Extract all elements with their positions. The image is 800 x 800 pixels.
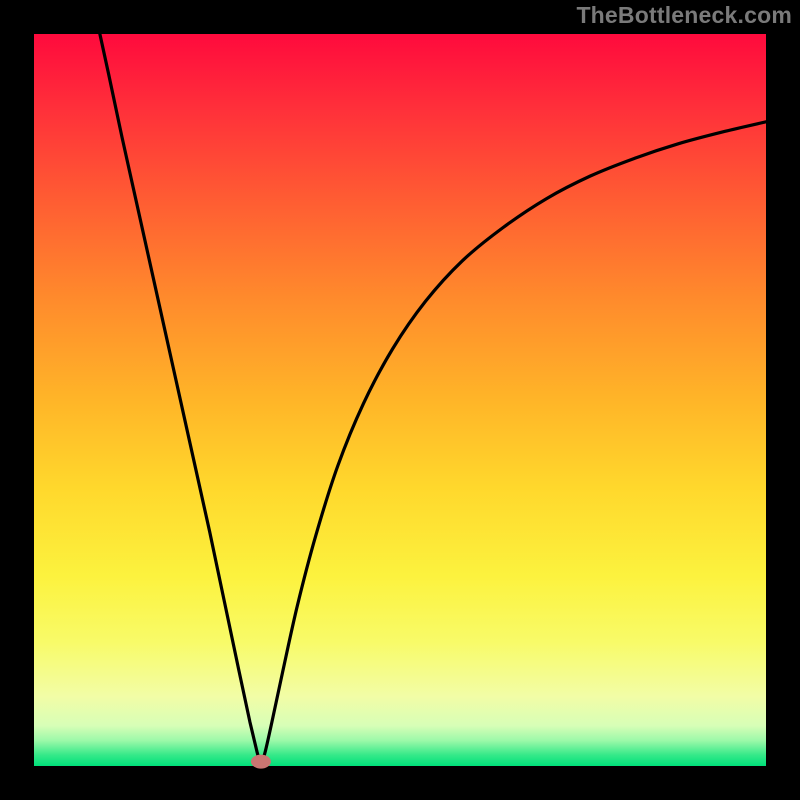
watermark-text: TheBottleneck.com xyxy=(576,2,792,29)
plot-background xyxy=(34,34,766,766)
chart-container: TheBottleneck.com xyxy=(0,0,800,800)
bottleneck-chart xyxy=(0,0,800,800)
optimal-point-marker xyxy=(251,755,271,769)
